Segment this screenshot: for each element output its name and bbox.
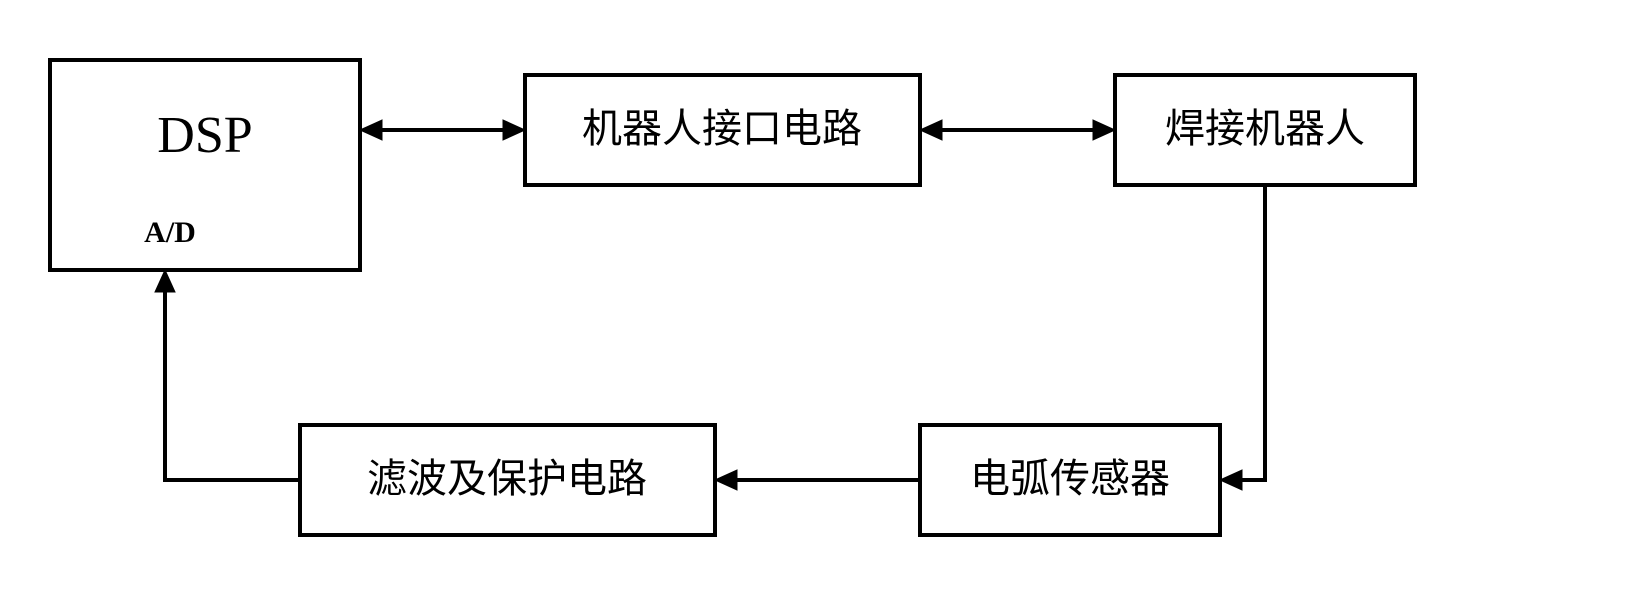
node-sensor: 电弧传感器 xyxy=(920,425,1220,535)
node-interface: 机器人接口电路 xyxy=(525,75,920,185)
node-label-robot-0: 焊接机器人 xyxy=(1165,106,1365,151)
node-dsp: DSP A/D xyxy=(50,60,360,270)
node-label-sensor-0: 电弧传感器 xyxy=(970,456,1170,501)
arrow-head xyxy=(715,470,737,490)
node-label-filter-0: 滤波及保护电路 xyxy=(367,456,647,501)
arrow-head xyxy=(1093,120,1115,140)
arrow-head xyxy=(920,120,942,140)
arrow-head xyxy=(503,120,525,140)
arrow-head xyxy=(1220,470,1242,490)
node-robot: 焊接机器人 xyxy=(1115,75,1415,185)
node-box-dsp xyxy=(50,60,360,270)
edge-3 xyxy=(1242,185,1265,480)
node-label-dsp-0: DSP xyxy=(157,107,252,164)
node-filter: 滤波及保护电路 xyxy=(300,425,715,535)
block-diagram: DSP A/D 机器人接口电路 焊接机器人滤波及保护电路 电弧传感器 xyxy=(0,0,1650,616)
arrow-head xyxy=(360,120,382,140)
node-label-interface-0: 机器人接口电路 xyxy=(582,106,862,151)
arrow-head xyxy=(155,270,175,292)
edge-4 xyxy=(165,292,300,480)
node-label-dsp-1: A/D xyxy=(144,216,196,249)
